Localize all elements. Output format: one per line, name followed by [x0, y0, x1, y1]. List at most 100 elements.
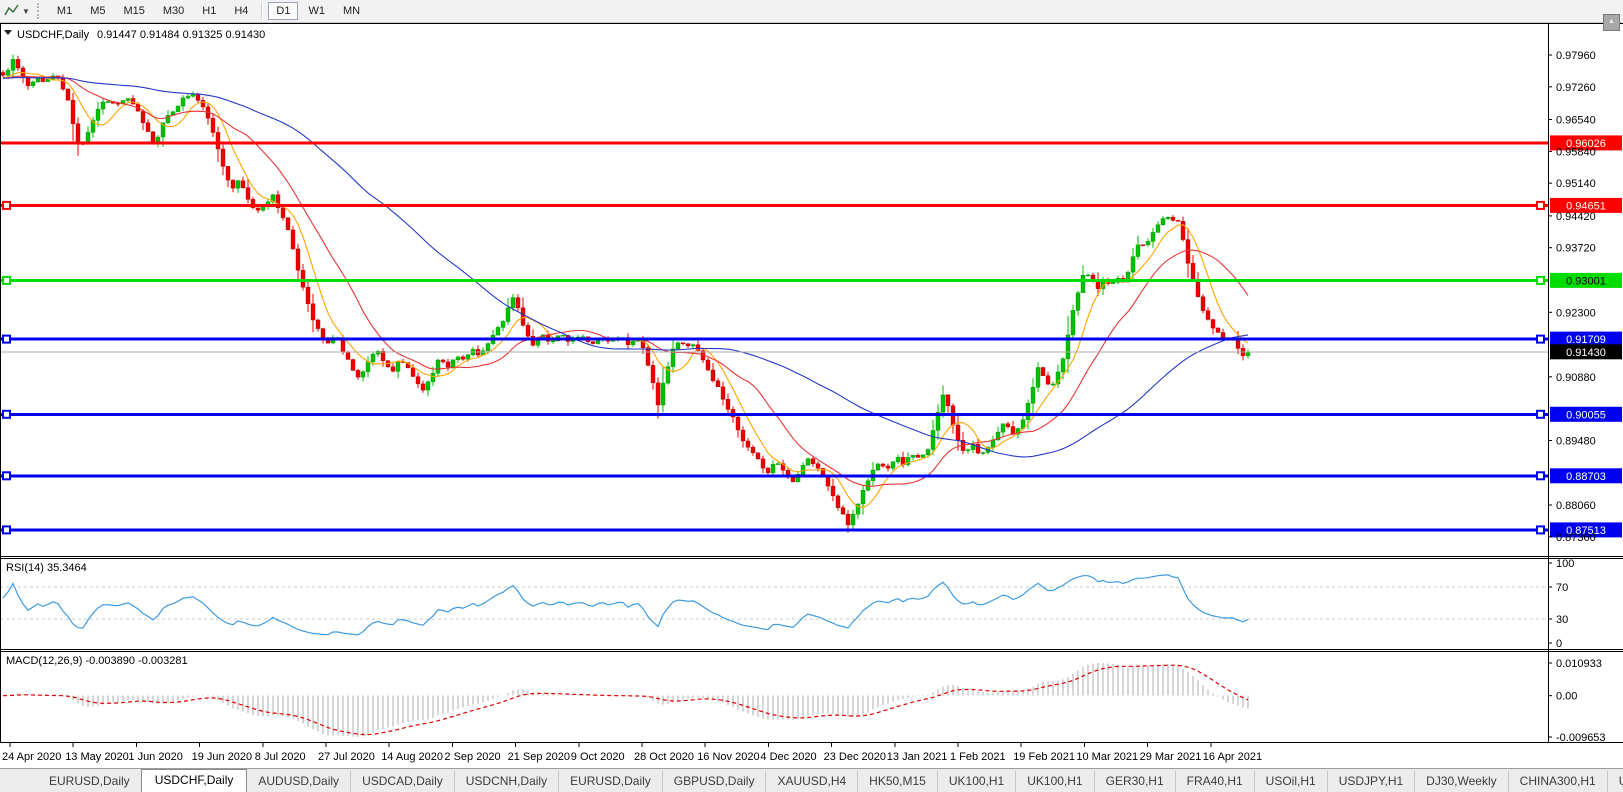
candle	[630, 341, 636, 346]
candle	[1040, 367, 1046, 376]
timeframe-button-H4[interactable]: H4	[234, 5, 249, 17]
hline-handle[interactable]	[1536, 471, 1545, 481]
date-axis-label: 2 Sep 2020	[444, 751, 500, 763]
candle	[185, 96, 191, 99]
candle	[240, 180, 246, 188]
hline-handle[interactable]	[1536, 275, 1545, 285]
candle	[1070, 310, 1076, 336]
candle	[230, 179, 236, 189]
hline-price-label: 0.93001	[1566, 275, 1606, 287]
chart-style-button[interactable]: ▼	[0, 1, 33, 21]
toolbar-grip[interactable]	[36, 3, 42, 19]
timeframe-button-M30[interactable]: M30	[162, 5, 185, 17]
chart-tab-6-GBPUSD-Daily[interactable]: GBPUSD,Daily	[661, 771, 766, 792]
candle	[915, 455, 921, 458]
chart-tab-16-CHINA300-H1[interactable]: CHINA300,H1	[1507, 771, 1607, 792]
candle	[300, 270, 306, 288]
price-axis-label: 0.97260	[1556, 82, 1596, 94]
candle	[750, 447, 756, 453]
hline-price-label: 0.96026	[1566, 138, 1606, 150]
candle	[875, 463, 881, 471]
hline-handle[interactable]	[2, 200, 11, 210]
hline-handle[interactable]	[2, 525, 11, 535]
chart-tab-13-USOil-H1[interactable]: USOil,H1	[1253, 771, 1327, 792]
collapse-triangle-icon[interactable]	[4, 30, 12, 35]
timeframe-button-D1[interactable]: D1	[268, 2, 299, 20]
hline-handle[interactable]	[1536, 525, 1545, 535]
date-axis-label: 19 Feb 2021	[1013, 751, 1075, 763]
candle	[1205, 310, 1211, 320]
candle	[690, 344, 696, 347]
chart-tab-4-USDCNH-Daily[interactable]: USDCNH,Daily	[453, 771, 558, 792]
candle	[380, 351, 386, 362]
date-axis-label: 13 May 2020	[65, 751, 129, 763]
chart-tab-9-UK100-H1[interactable]: UK100,H1	[936, 771, 1015, 792]
candle	[765, 467, 771, 473]
candle	[1065, 334, 1071, 359]
chart-collapse-button[interactable]: ▲	[1603, 14, 1620, 31]
timeframe-button-W1[interactable]: W1	[308, 5, 325, 17]
date-axis-label: 29 Mar 2021	[1140, 751, 1202, 763]
candle	[910, 455, 916, 458]
candle	[1145, 241, 1151, 246]
candle	[845, 514, 851, 526]
price-axis-label: 0.90880	[1556, 372, 1596, 384]
chart-tab-2-AUDUSD-Daily[interactable]: AUDUSD,Daily	[258, 774, 340, 788]
chart-tab-12-FRA40-H1[interactable]: FRA40,H1	[1174, 771, 1254, 792]
candle	[990, 439, 996, 448]
candle	[855, 503, 861, 515]
hline-handle[interactable]	[1536, 334, 1545, 344]
chart-tab-5-EURUSD-Daily[interactable]: EURUSD,Daily	[558, 771, 662, 792]
chevron-down-icon[interactable]: ▼	[22, 6, 30, 16]
hline-price-label: 0.90055	[1566, 409, 1606, 421]
chart-tab-11-GER30-H1[interactable]: GER30,H1	[1093, 771, 1175, 792]
candle	[755, 452, 761, 459]
chart-tab-10-UK100-H1[interactable]: UK100,H1	[1015, 771, 1093, 792]
hline-handle[interactable]	[1536, 200, 1545, 210]
candle	[465, 354, 471, 360]
candle	[455, 356, 461, 360]
chart-tab-8-HK50-M15[interactable]: HK50,M15	[857, 771, 937, 792]
candle	[890, 461, 896, 469]
candle	[895, 457, 901, 463]
candle	[685, 343, 691, 347]
candle	[445, 361, 451, 368]
candle	[965, 449, 971, 451]
chart-tab-7-XAUUSD-H4[interactable]: XAUUSD,H4	[765, 771, 857, 792]
candle	[675, 342, 681, 350]
timeframe-button-M1[interactable]: M1	[56, 5, 73, 17]
chart-tab-14-USDJPY-H1[interactable]: USDJPY,H1	[1326, 771, 1414, 792]
hline-handle[interactable]	[2, 275, 11, 285]
chart-tab-3-USDCAD-Daily[interactable]: USDCAD,Daily	[350, 771, 454, 792]
timeframe-button-MN[interactable]: MN	[342, 5, 361, 17]
chart-tab-15-DJ30-Weekly[interactable]: DJ30,Weekly	[1414, 771, 1507, 792]
candle	[215, 132, 221, 150]
candle	[1035, 367, 1041, 388]
candle	[525, 325, 531, 337]
chart-tab-1-USDCHF-Daily[interactable]: USDCHF,Daily	[140, 769, 248, 792]
candle	[425, 381, 431, 391]
candle	[500, 321, 506, 328]
candle	[315, 319, 321, 329]
candle	[70, 99, 76, 124]
chart-tab-17-U[interactable]: U	[1606, 771, 1623, 792]
hline-handle[interactable]	[2, 334, 11, 344]
timeframe-button-H1[interactable]: H1	[202, 5, 217, 17]
timeframe-button-M5[interactable]: M5	[90, 5, 106, 17]
candle	[430, 373, 436, 382]
hline-price-label: 0.91709	[1566, 334, 1606, 346]
hline-handle[interactable]	[2, 409, 11, 419]
candle	[260, 206, 266, 211]
price-axis-label: 0.94420	[1556, 211, 1596, 223]
rsi-axis-label: 30	[1556, 614, 1568, 626]
hline-price-label-bg	[1550, 197, 1622, 213]
chart-area[interactable]: 0.96026 0.94651 0.93001 0.91709 0.90055 0.887…	[0, 23, 1623, 768]
chart-tab-0-EURUSD-Daily[interactable]: EURUSD,Daily	[49, 774, 130, 788]
candle	[395, 361, 401, 372]
slow-ma-line	[2, 77, 1249, 458]
candle	[415, 376, 421, 385]
candle	[940, 394, 946, 413]
timeframe-button-M15[interactable]: M15	[123, 5, 145, 17]
hline-handle[interactable]	[2, 471, 11, 481]
hline-handle[interactable]	[1536, 409, 1545, 419]
